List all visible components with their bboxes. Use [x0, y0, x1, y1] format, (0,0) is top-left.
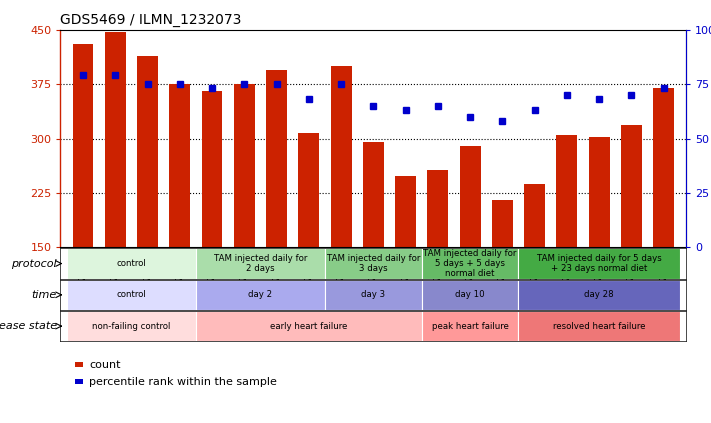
Text: control: control — [117, 259, 146, 268]
Bar — [422, 280, 518, 310]
Bar — [422, 248, 518, 279]
Bar — [325, 280, 422, 310]
Text: protocol: protocol — [11, 258, 57, 269]
Text: resolved heart failure: resolved heart failure — [552, 321, 646, 331]
Text: day 28: day 28 — [584, 290, 614, 299]
Bar — [621, 126, 642, 356]
Text: GDS5469 / ILMN_1232073: GDS5469 / ILMN_1232073 — [60, 13, 242, 27]
Bar — [75, 379, 83, 384]
Bar — [589, 137, 609, 356]
Text: day 10: day 10 — [455, 290, 485, 299]
Bar — [67, 248, 196, 279]
Bar — [196, 280, 325, 310]
Bar — [518, 248, 680, 279]
Bar — [518, 280, 680, 310]
Bar — [653, 88, 674, 356]
Bar — [266, 69, 287, 356]
Bar — [556, 135, 577, 356]
Bar — [67, 311, 196, 341]
Bar — [137, 57, 158, 356]
Bar — [73, 44, 93, 356]
Bar — [524, 184, 545, 356]
Text: TAM injected daily for 5 days
+ 23 days normal diet: TAM injected daily for 5 days + 23 days … — [537, 254, 661, 273]
Text: TAM injected daily for
2 days: TAM injected daily for 2 days — [214, 254, 307, 273]
Bar — [492, 200, 513, 356]
Bar — [518, 311, 680, 341]
Text: disease state: disease state — [0, 321, 57, 331]
Bar — [331, 66, 351, 356]
Bar — [75, 362, 83, 367]
Text: peak heart failure: peak heart failure — [432, 321, 508, 331]
Text: time: time — [31, 290, 57, 300]
Text: percentile rank within the sample: percentile rank within the sample — [89, 376, 277, 387]
Text: TAM injected daily for
3 days: TAM injected daily for 3 days — [326, 254, 420, 273]
Bar — [427, 170, 448, 356]
Bar — [422, 311, 518, 341]
Bar — [196, 311, 422, 341]
Bar — [395, 176, 416, 356]
Text: early heart failure: early heart failure — [270, 321, 348, 331]
Text: TAM injected daily for
5 days + 5 days
normal diet: TAM injected daily for 5 days + 5 days n… — [423, 249, 517, 278]
Bar — [201, 91, 223, 356]
Bar — [299, 133, 319, 356]
Text: day 2: day 2 — [248, 290, 272, 299]
Text: day 3: day 3 — [361, 290, 385, 299]
Bar — [196, 248, 325, 279]
Bar — [105, 32, 126, 356]
Text: non-failing control: non-failing control — [92, 321, 171, 331]
Bar — [459, 146, 481, 356]
Bar — [67, 280, 196, 310]
Text: control: control — [117, 290, 146, 299]
Bar — [169, 84, 191, 356]
Bar — [325, 248, 422, 279]
Bar — [363, 142, 384, 356]
Text: count: count — [89, 360, 120, 370]
Bar — [234, 84, 255, 356]
